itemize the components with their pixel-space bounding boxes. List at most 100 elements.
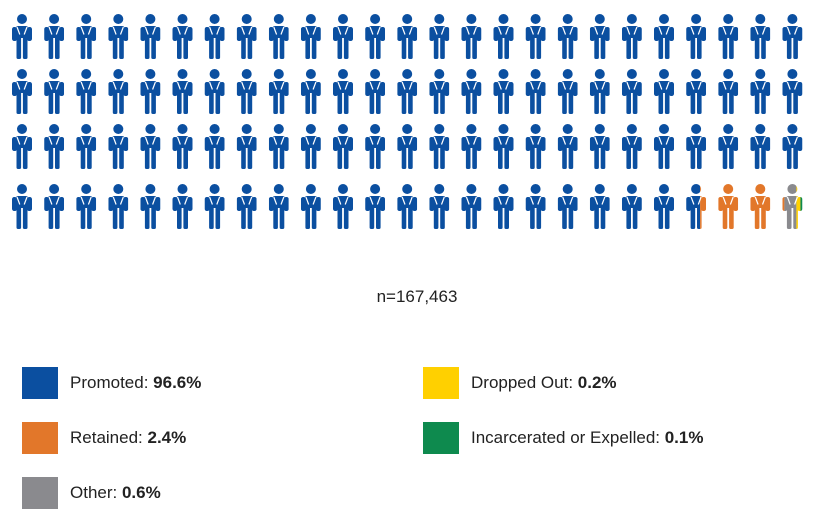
student-icon: [333, 124, 353, 169]
student-icon: [365, 14, 386, 59]
backpack-strap-right: [55, 196, 60, 205]
backpack-strap-right: [440, 81, 445, 90]
student-icon: [44, 124, 65, 169]
backpack-strap-left: [562, 196, 567, 205]
backpack-strap-left: [337, 81, 342, 90]
backpack-strap-right: [697, 136, 702, 145]
backpack-strap-right: [794, 26, 798, 35]
legend-value: 2.4%: [147, 428, 187, 447]
backpack-strap-right: [505, 196, 510, 205]
student-icon: [461, 184, 482, 229]
student-icon: [750, 14, 771, 59]
student-icon: [686, 184, 707, 229]
backpack-strap-right: [119, 136, 124, 145]
backpack-strap-left: [658, 136, 663, 145]
backpack-strap-right: [440, 136, 445, 145]
icon-fill-segment: [589, 14, 610, 59]
student-icon: [268, 124, 289, 169]
backpack-strap-left: [626, 26, 631, 35]
icon-fill-segment: [268, 124, 289, 169]
student-icon: [782, 14, 803, 59]
backpack-strap-left: [144, 196, 149, 205]
icon-fill-segment: [397, 124, 418, 169]
legend-label: Other:: [70, 483, 122, 502]
backpack-strap-right: [505, 26, 510, 35]
backpack-strap-right: [537, 196, 542, 205]
student-icon: [525, 184, 546, 229]
icon-fill-segment: [108, 124, 129, 169]
backpack-strap-right: [23, 136, 28, 145]
student-icon: [76, 69, 97, 114]
student-icon: [108, 14, 129, 59]
backpack-strap-left: [241, 136, 246, 145]
student-icon: [397, 124, 418, 169]
icon-fill-segment: [654, 14, 674, 59]
student-icon: [333, 184, 353, 229]
icon-fill-segment: [750, 14, 771, 59]
backpack-strap-left: [305, 196, 310, 205]
student-icon: [718, 69, 739, 114]
icon-fill-segment: [654, 124, 674, 169]
student-icon: [782, 184, 803, 229]
backpack-strap-left: [562, 26, 567, 35]
backpack-strap-right: [312, 26, 317, 35]
backpack-strap-left: [80, 26, 85, 35]
student-icon: [140, 14, 161, 59]
backpack-strap-left: [144, 81, 149, 90]
backpack-strap-left: [369, 81, 374, 90]
backpack-strap-right: [473, 136, 477, 145]
backpack-strap-right: [601, 196, 606, 205]
backpack-strap-left: [369, 26, 374, 35]
backpack-strap-left: [209, 136, 213, 145]
backpack-strap-right: [280, 26, 285, 35]
backpack-strap-left: [305, 136, 310, 145]
icon-fill-segment: [493, 124, 514, 169]
icon-fill-segment: [718, 124, 739, 169]
backpack-strap-left: [594, 136, 599, 145]
student-icon: [686, 14, 707, 59]
student-icon: [365, 124, 386, 169]
backpack-strap-right: [473, 196, 477, 205]
icon-fill-segment: [525, 124, 546, 169]
backpack-strap-left: [80, 81, 85, 90]
backpack-strap-right: [184, 26, 189, 35]
backpack-strap-left: [562, 136, 567, 145]
backpack-strap-right: [23, 26, 28, 35]
student-icon: [782, 69, 803, 114]
icon-fill-segment: [461, 14, 482, 59]
student-icon: [236, 69, 257, 114]
legend-item-retained: Retained: 2.4%: [22, 420, 186, 456]
backpack-strap-left: [786, 136, 791, 145]
backpack-strap-right: [537, 26, 542, 35]
icon-fill-segment: [365, 14, 386, 59]
icon-fill-segment: [525, 69, 546, 114]
backpack-strap-right: [248, 136, 253, 145]
icon-fill-segment: [12, 14, 32, 59]
backpack-strap-left: [273, 81, 278, 90]
backpack-strap-left: [658, 81, 663, 90]
student-icon: [557, 124, 578, 169]
student-icon: [76, 14, 97, 59]
legend-label: Incarcerated or Expelled:: [471, 428, 665, 447]
backpack-strap-right: [87, 26, 92, 35]
backpack-strap-right: [665, 81, 670, 90]
backpack-strap-right: [569, 196, 574, 205]
backpack-strap-right: [761, 81, 766, 90]
backpack-strap-left: [337, 196, 342, 205]
icon-fill-segment: [796, 184, 801, 229]
icon-fill-segment: [621, 184, 642, 229]
backpack-strap-right: [697, 26, 702, 35]
student-icon: [76, 184, 97, 229]
backpack-strap-left: [176, 26, 181, 35]
student-icon: [268, 69, 289, 114]
icon-fill-segment: [784, 184, 797, 229]
backpack-strap-right: [152, 136, 156, 145]
icon-fill-segment: [76, 14, 97, 59]
backpack-strap-right: [761, 26, 766, 35]
backpack-strap-left: [530, 196, 534, 205]
backpack-strap-left: [273, 196, 278, 205]
student-icon: [300, 69, 321, 114]
backpack-strap-right: [87, 136, 92, 145]
backpack-strap-right: [601, 81, 606, 90]
backpack-strap-left: [209, 26, 213, 35]
